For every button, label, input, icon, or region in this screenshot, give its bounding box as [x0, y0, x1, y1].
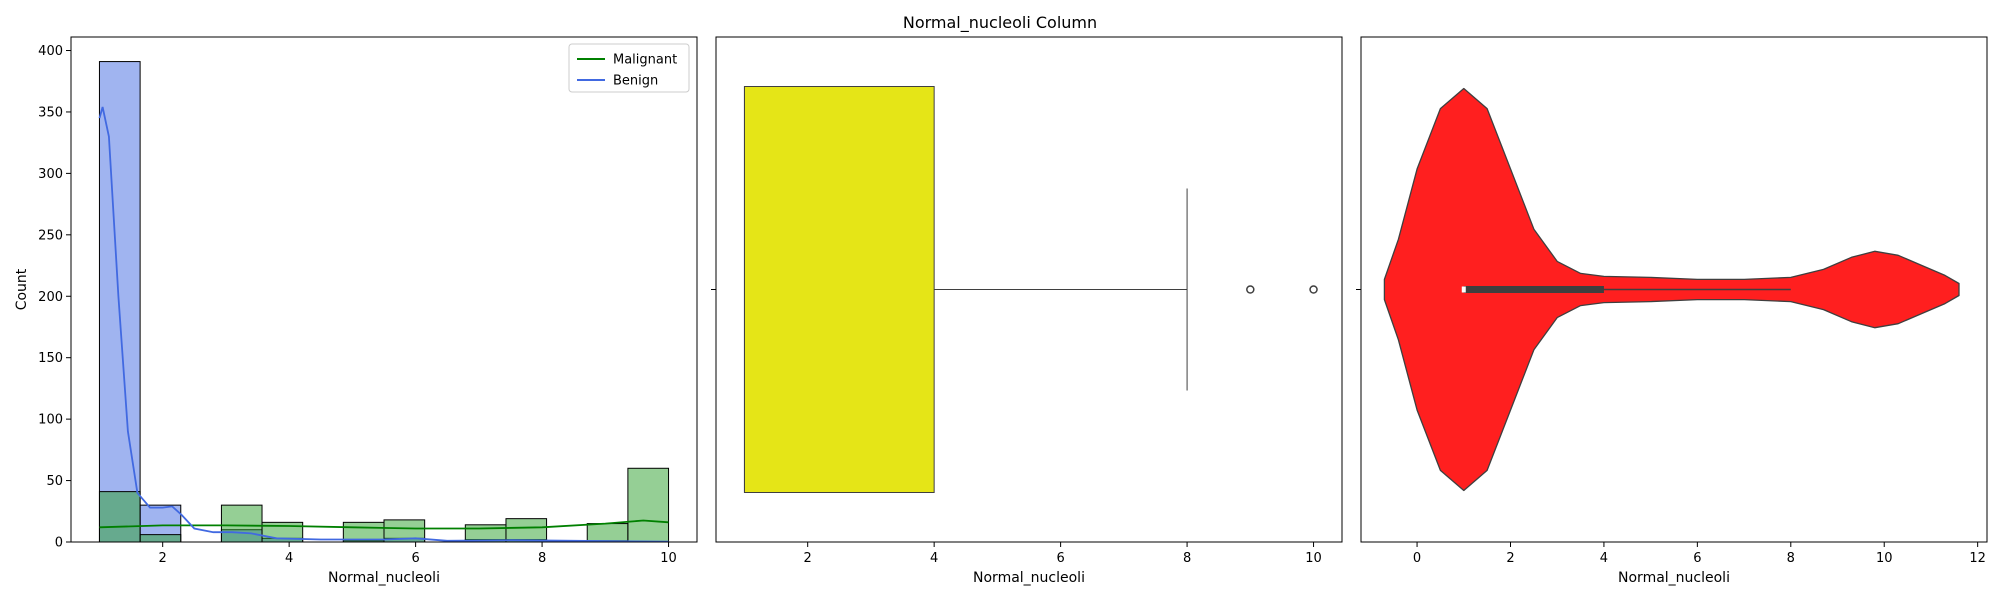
- hist-xtick-label: 6: [411, 551, 419, 566]
- box-xtick-label: 4: [930, 551, 938, 566]
- violin-panel: 0 2 4 6 8 10 12 Normal_nucleoli: [1356, 36, 1988, 586]
- kde-line-benign: [98, 106, 669, 543]
- hist-xtick-label: 10: [660, 551, 677, 566]
- hist-ytick-label: 400: [38, 44, 63, 59]
- violin-xtick-label: 4: [1600, 551, 1608, 566]
- hist-ytick-label: 100: [38, 413, 63, 428]
- hist-xtick-label: 2: [159, 551, 167, 566]
- hist-ytick-label: 0: [55, 536, 63, 551]
- violin-xlabel: Normal_nucleoli: [1618, 570, 1730, 586]
- boxplot-panel: 2 4 6 8 10 Normal_nucleoli: [711, 36, 1343, 586]
- histogram-panel: 2 4 6 8 10050100150200250300350400Normal_nuc…: [14, 36, 698, 586]
- violin-xtick-label: 6: [1693, 551, 1701, 566]
- hist-xtick-label: 4: [285, 551, 293, 566]
- hist-frame: [70, 36, 698, 543]
- violin-xtick-label: 0: [1413, 551, 1421, 566]
- hist-bar-malignant: [586, 523, 629, 543]
- figure-title: Normal_nucleoli Column: [903, 13, 1097, 33]
- box-xlabel: Normal_nucleoli: [973, 570, 1085, 586]
- box-outlier: [1246, 285, 1255, 294]
- kde-line-malignant: [99, 519, 669, 530]
- hist-bar-malignant: [98, 491, 141, 543]
- box-outlier: [1309, 285, 1318, 294]
- violin-median: [1461, 286, 1466, 293]
- box-xtick-label: 6: [1056, 551, 1064, 566]
- violin-inner-box: [1463, 286, 1604, 293]
- hist-ytick-label: 300: [38, 167, 63, 182]
- hist-bar-malignant: [139, 534, 182, 543]
- hist-xtick-label: 8: [538, 551, 546, 566]
- box-xtick-label: 8: [1183, 551, 1191, 566]
- hist-bar-malignant: [220, 504, 263, 543]
- violin-xtick-label: 8: [1787, 551, 1795, 566]
- violin-frame: [1360, 36, 1988, 543]
- hist-ylabel: Count: [14, 268, 30, 310]
- hist-ytick-label: 200: [38, 290, 63, 305]
- legend-label-malignant: Malignant: [613, 53, 677, 68]
- box-xtick-label: 10: [1305, 551, 1322, 566]
- violin-xtick-label: 12: [1969, 551, 1986, 566]
- violin-xtick-label: 10: [1876, 551, 1893, 566]
- box-frame: [715, 36, 1343, 543]
- hist-bar-malignant: [505, 518, 548, 543]
- legend-label-benign: Benign: [613, 74, 658, 89]
- hist-legend: Malignant Benign: [568, 43, 690, 93]
- box-body: [743, 86, 935, 493]
- hist-ytick-label: 350: [38, 105, 63, 120]
- hist-ytick-label: 150: [38, 351, 63, 366]
- hist-ytick-label: 250: [38, 228, 63, 243]
- box-xtick-label: 2: [804, 551, 812, 566]
- violin-xtick-label: 2: [1506, 551, 1514, 566]
- hist-bar-malignant: [627, 467, 670, 543]
- hist-ytick-label: 50: [46, 474, 63, 489]
- hist-xlabel: Normal_nucleoli: [328, 570, 440, 586]
